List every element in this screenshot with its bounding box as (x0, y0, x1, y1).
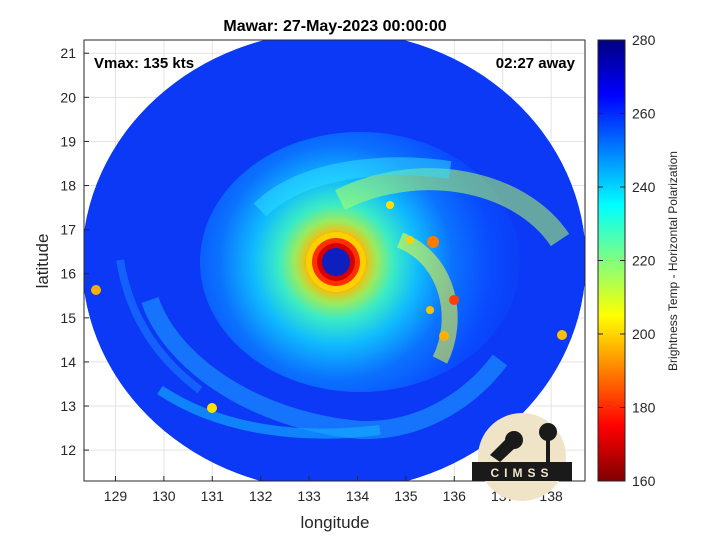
colorbar-label: Brightness Temp - Horizontal Polarizatio… (666, 151, 680, 371)
y-tick-label: 21 (60, 45, 76, 61)
spiral-band-ne (335, 168, 570, 247)
y-tick-label: 17 (60, 222, 76, 238)
y-tick-label: 12 (60, 442, 76, 458)
y-tick-label: 20 (60, 89, 76, 105)
colorbar-tick-label: 220 (632, 253, 656, 269)
colorbar-tick-label: 160 (632, 473, 656, 489)
convective-cell (406, 236, 414, 244)
y-ticks: 12 13 14 15 16 17 18 19 20 21 (60, 45, 89, 458)
storm-eye (322, 248, 350, 276)
convective-cell (449, 295, 459, 305)
vmax-annotation: Vmax: 135 kts (94, 55, 194, 72)
x-tick-label: 130 (152, 488, 176, 504)
y-tick-label: 18 (60, 178, 76, 194)
colorbar-tick-label: 260 (632, 106, 656, 122)
dish-head-icon (505, 431, 523, 449)
x-tick-label: 134 (346, 488, 370, 504)
x-tick-label: 135 (394, 488, 418, 504)
convective-cell (91, 285, 101, 295)
colorbar-ticks: 160 180 200 220 240 260 280 (598, 32, 656, 489)
convective-cell (557, 330, 567, 340)
y-tick-label: 14 (60, 354, 76, 370)
chart-title: Mawar: 27-May-2023 00:00:00 (223, 18, 446, 35)
y-tick-label: 13 (60, 398, 76, 414)
water-tower-icon (546, 440, 550, 462)
y-axis-label: latitude (33, 234, 52, 289)
x-tick-label: 133 (297, 488, 321, 504)
water-tower-tank-icon (539, 423, 557, 441)
colorbar-tick-label: 180 (632, 400, 656, 416)
x-tick-label: 129 (104, 488, 128, 504)
logo-base (472, 462, 572, 481)
convective-cell (426, 306, 434, 314)
convective-cell (427, 236, 439, 248)
convective-cell (386, 201, 394, 209)
spiral-band-e (396, 232, 458, 364)
colorbar-tick-label: 240 (632, 179, 656, 195)
y-tick-label: 16 (60, 266, 76, 282)
logo-text: CIMSS (490, 466, 553, 480)
x-tick-label: 136 (443, 488, 467, 504)
convective-cell (207, 403, 217, 413)
x-ticks: 129130131132133134135136137138 (104, 476, 563, 504)
time-away-annotation: 02:27 away (496, 55, 576, 72)
x-tick-label: 131 (201, 488, 225, 504)
colorbar-tick-label: 280 (632, 32, 656, 48)
cimss-logo: CIMSS (472, 413, 572, 501)
microwave-swath (84, 40, 585, 481)
spiral-band-n (253, 157, 452, 217)
convective-cell (439, 331, 449, 341)
colorbar-tick-label: 200 (632, 326, 656, 342)
rain-band-south (157, 385, 381, 439)
x-tick-label: 132 (249, 488, 273, 504)
y-tick-label: 15 (60, 310, 76, 326)
rain-band-west (116, 259, 203, 394)
axes-box (83, 39, 586, 482)
y-tick-label: 19 (60, 133, 76, 149)
x-axis-label: longitude (300, 513, 369, 532)
